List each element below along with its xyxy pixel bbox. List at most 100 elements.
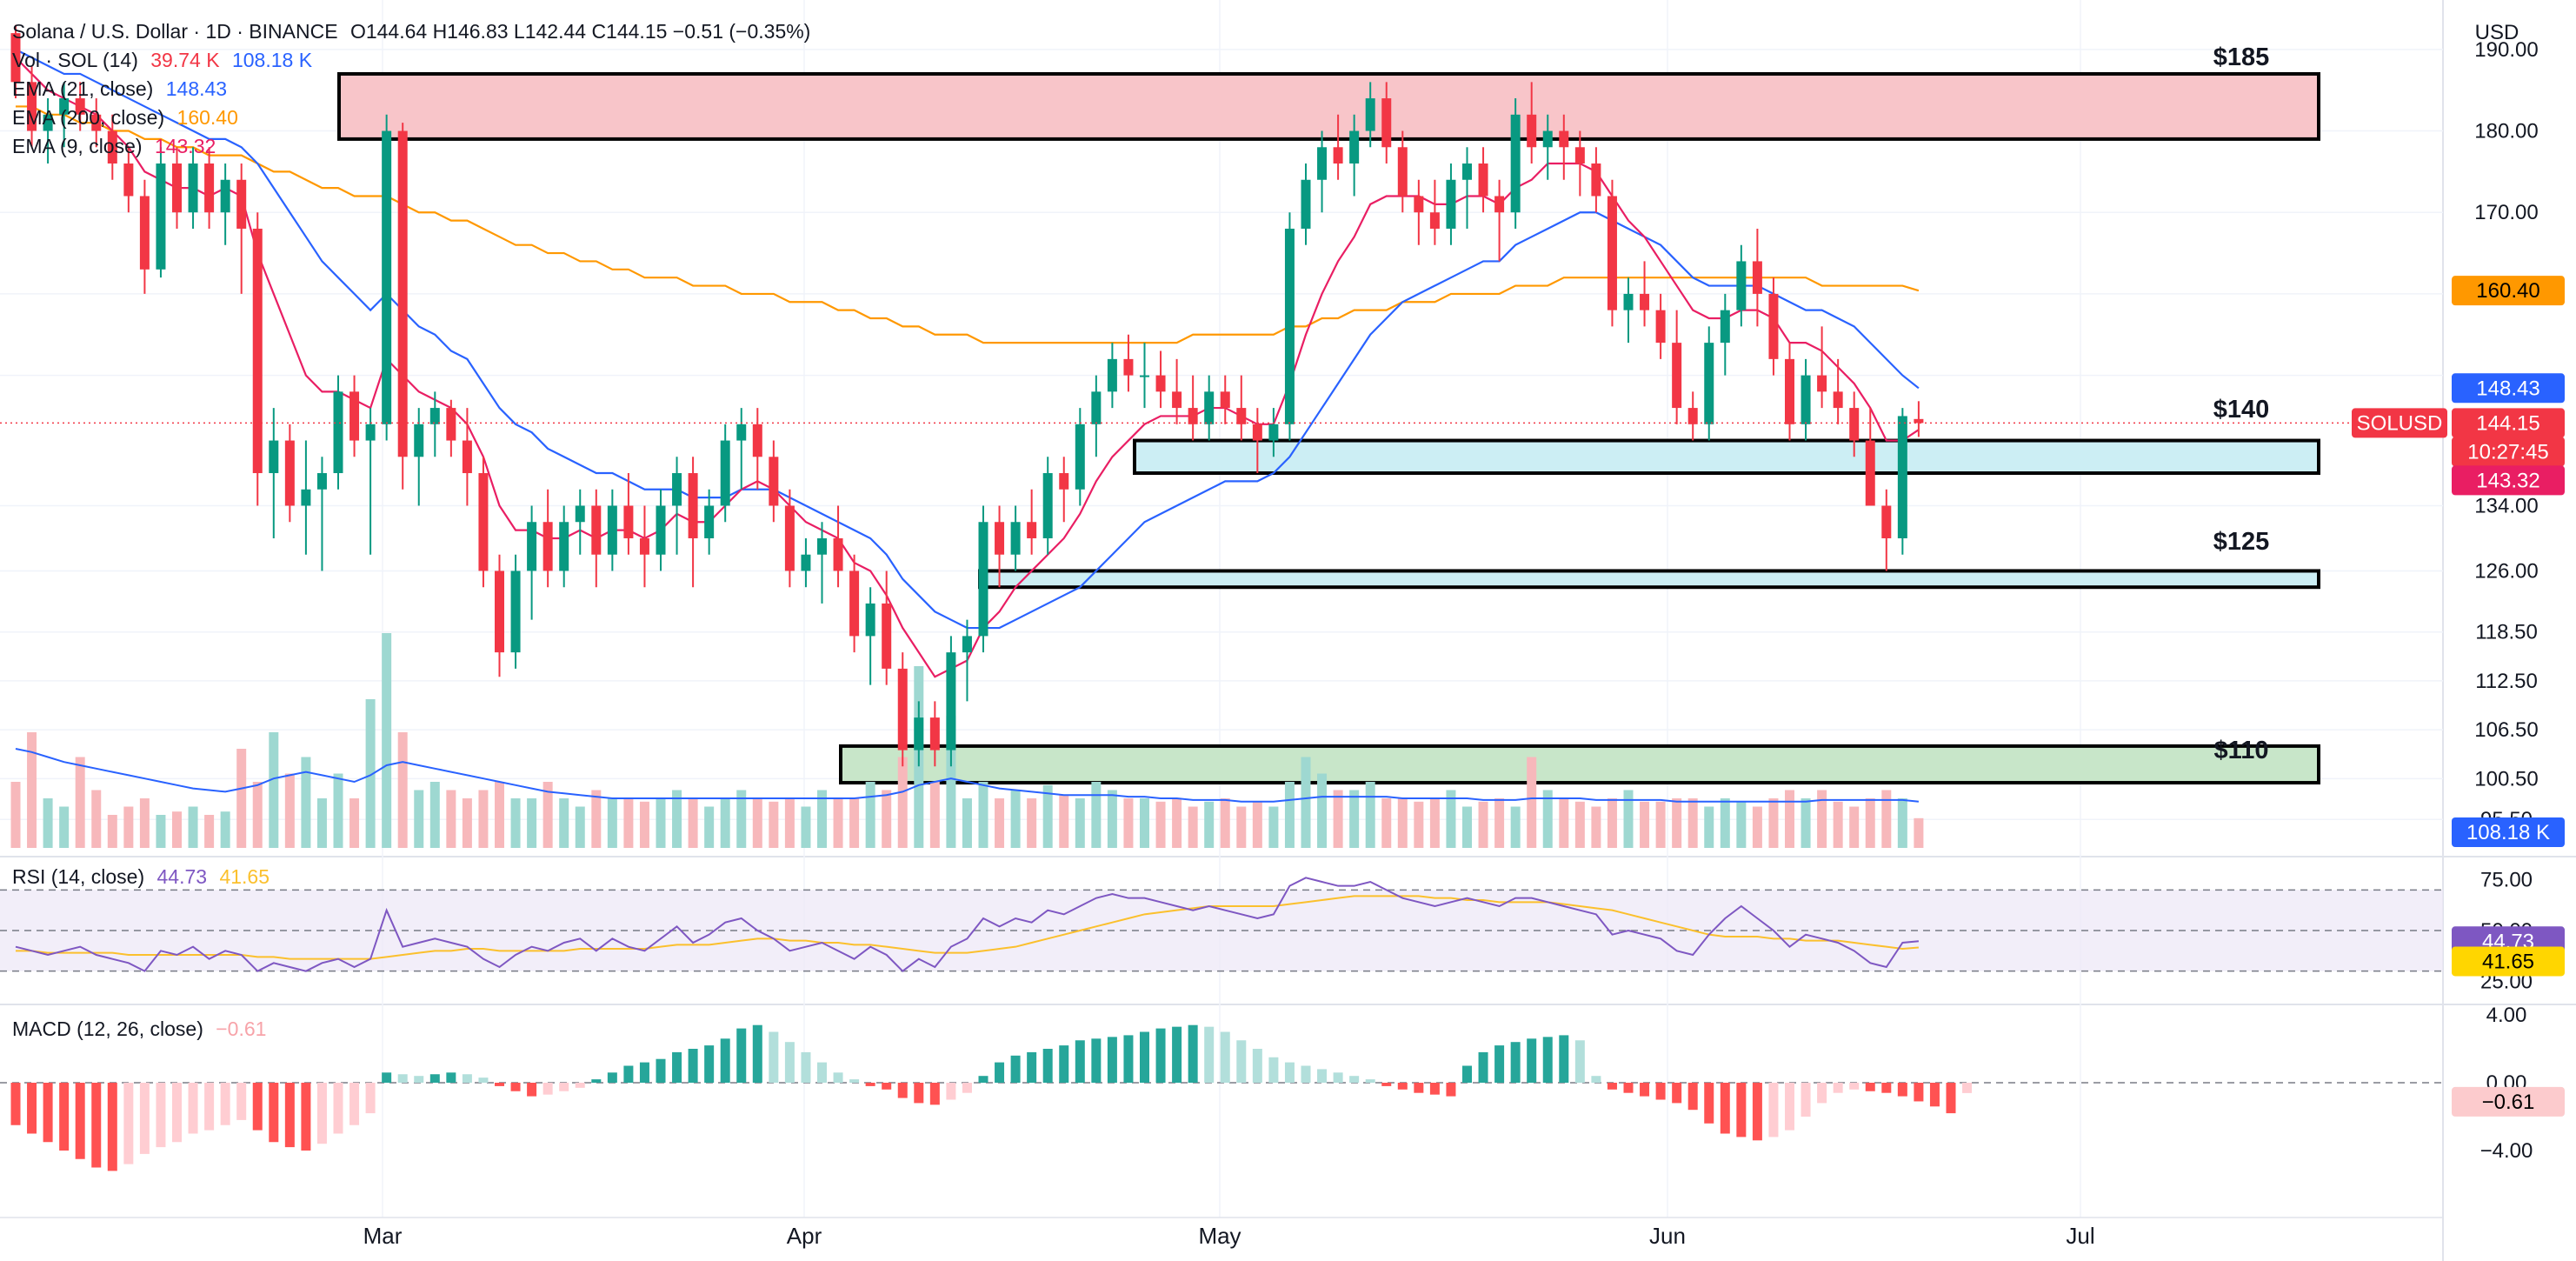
volume-bar	[817, 790, 827, 848]
symbol-name[interactable]: Solana / U.S. Dollar	[12, 20, 188, 43]
candle-body	[59, 98, 70, 115]
volume-bar	[1301, 757, 1311, 848]
ema9-badge-bg	[2452, 465, 2565, 496]
candle-body	[1059, 473, 1069, 490]
candle	[1574, 130, 1585, 197]
ema9-legend[interactable]: EMA (9, close) 143.32	[12, 132, 810, 161]
candle-body	[849, 570, 860, 637]
macd-histogram-bar	[446, 1072, 456, 1083]
candle-body	[817, 537, 827, 555]
volume-bar	[284, 773, 295, 848]
candle	[220, 163, 230, 245]
candle	[1785, 343, 1794, 441]
candle	[752, 408, 762, 490]
candle-body	[478, 473, 489, 571]
volume-bar	[382, 633, 392, 848]
candle	[1510, 98, 1521, 229]
macd-histogram-bar	[833, 1072, 843, 1083]
rsi-label: RSI (14, close)	[12, 865, 145, 888]
volume-bar	[865, 782, 875, 848]
macd-histogram-bar	[1785, 1083, 1794, 1131]
ema200-legend[interactable]: EMA (200, close) 160.40	[12, 103, 810, 132]
candle-body	[995, 522, 1005, 555]
volume-bar	[1510, 806, 1521, 848]
macd-histogram-bar	[1220, 1031, 1230, 1083]
rsi-legend[interactable]: RSI (14, close) 44.73 41.65	[12, 865, 270, 889]
macd-histogram-bar	[897, 1083, 908, 1098]
volume-bar	[1155, 801, 1166, 848]
volume-bar	[59, 806, 70, 848]
volume-bar	[527, 798, 537, 848]
candle	[897, 652, 908, 767]
macd-histogram-bar	[1687, 1083, 1698, 1111]
volume-bar	[349, 798, 360, 848]
volume-legend[interactable]: Vol · SOL (14) 39.74 K 108.18 K	[12, 46, 810, 75]
volume-bar	[75, 757, 85, 848]
ema200-badge-bg	[2452, 276, 2565, 306]
candle	[639, 505, 649, 588]
macd-histogram-bar	[495, 1083, 504, 1086]
candle-body	[1317, 147, 1328, 180]
candle-body	[27, 82, 37, 131]
interval-label[interactable]: 1D	[205, 20, 231, 43]
macd-histogram-bar	[1252, 1049, 1262, 1083]
candle-body	[1462, 163, 1472, 180]
volume-bar	[316, 798, 327, 848]
candle-body	[495, 570, 504, 653]
volume-bar	[1881, 790, 1892, 848]
candle-body	[656, 505, 666, 555]
candle	[1704, 326, 1714, 441]
candle-body	[333, 391, 343, 474]
candle	[929, 701, 940, 767]
volume-bar	[365, 699, 376, 848]
volume-badge-bg	[2452, 817, 2565, 847]
candle-body	[591, 505, 602, 555]
ema21-legend[interactable]: EMA (21, close) 148.43	[12, 75, 810, 103]
candle-body	[1591, 163, 1601, 197]
volume-bar	[414, 790, 424, 848]
macd-histogram-bar	[1091, 1038, 1102, 1083]
candle	[817, 522, 827, 604]
volume-bar	[1865, 798, 1875, 848]
volume-bar	[333, 773, 343, 848]
candle-body	[1704, 343, 1714, 424]
volume-bar	[188, 806, 198, 848]
candle	[1559, 114, 1569, 180]
volume-bar	[462, 798, 472, 848]
macd-histogram-bar	[929, 1083, 940, 1105]
volume-bar	[591, 790, 602, 848]
ema9-label: EMA (9, close)	[12, 135, 143, 157]
candle-body	[1075, 424, 1085, 490]
volume-bar	[542, 782, 553, 848]
volume-bar	[429, 782, 440, 848]
candle-body	[365, 424, 376, 441]
exchange-label: BINANCE	[249, 20, 338, 43]
rsi-ma-badge-bg	[2452, 946, 2565, 977]
candle-body	[527, 522, 537, 571]
candle-body	[1914, 418, 1924, 424]
volume-bar	[1317, 773, 1328, 848]
macd-histogram-bar	[252, 1083, 263, 1131]
candle-body	[1010, 522, 1021, 555]
volume-bar	[1365, 782, 1375, 848]
macd-histogram-bar	[591, 1079, 602, 1083]
candle-body	[1736, 261, 1747, 310]
candle-body	[1236, 408, 1247, 424]
macd-histogram-bar	[1881, 1083, 1892, 1093]
candle	[542, 489, 553, 588]
volume-bar	[252, 782, 263, 848]
macd-legend[interactable]: MACD (12, 26, close) −0.61	[12, 1017, 266, 1041]
macd-histogram-bar	[123, 1083, 134, 1164]
candle	[1333, 114, 1343, 180]
volume-bar	[688, 798, 698, 848]
macd-histogram-bar	[172, 1083, 182, 1143]
candle	[349, 375, 360, 457]
candle	[559, 505, 569, 588]
volume-bar	[1736, 801, 1747, 848]
candle	[1059, 457, 1069, 523]
volume-bar	[10, 782, 21, 848]
macd-histogram-bar	[1542, 1037, 1553, 1083]
candle-body	[978, 522, 988, 637]
candle	[1236, 375, 1247, 441]
